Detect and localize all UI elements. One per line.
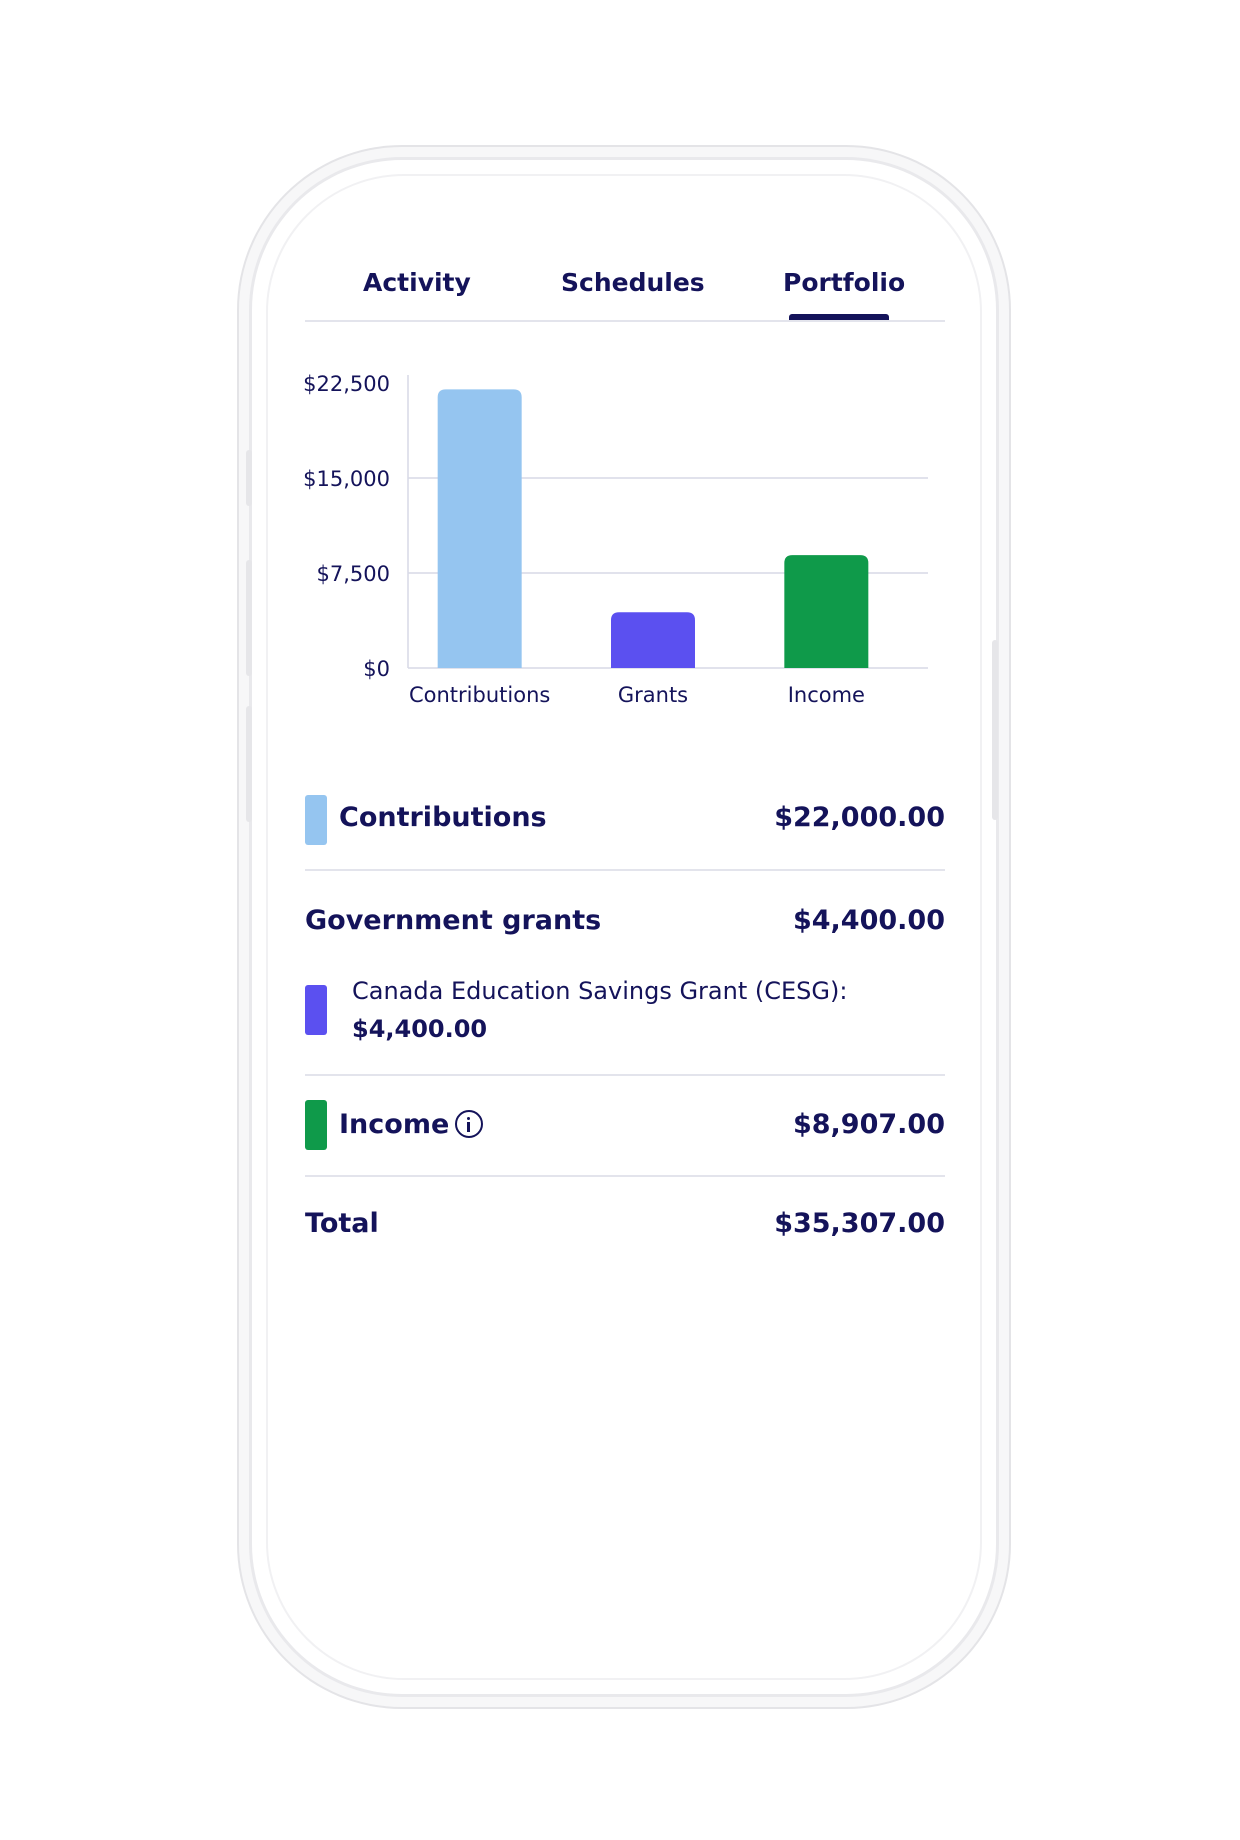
cesg-legend-swatch bbox=[305, 985, 327, 1035]
contributions-row: Contributions $22,000.00 bbox=[305, 790, 945, 850]
chart-y-tick-label: $22,500 bbox=[303, 372, 390, 396]
chart-y-tick-label: $7,500 bbox=[317, 562, 390, 586]
tab-schedules[interactable]: Schedules bbox=[561, 268, 705, 297]
government-grants-amount: $4,400.00 bbox=[792, 905, 945, 936]
contributions-label: Contributions bbox=[339, 802, 547, 833]
divider bbox=[305, 1074, 945, 1076]
chart-bar-grants bbox=[611, 612, 695, 668]
contributions-legend-swatch bbox=[305, 795, 327, 845]
portfolio-bar-chart: $0 $7,500 $15,000 $22,500 Contributions Grant… bbox=[303, 372, 928, 707]
chart-y-tick-label: $0 bbox=[363, 657, 390, 681]
income-row: Income $8,907.00 bbox=[305, 1096, 945, 1156]
cesg-value: $4,400.00 bbox=[352, 1015, 488, 1043]
contributions-amount: $22,000.00 bbox=[774, 802, 945, 833]
chart-bar-contributions bbox=[437, 389, 522, 668]
chart-y-tick-label: $15,000 bbox=[303, 467, 390, 491]
phone-bezel bbox=[266, 174, 982, 1680]
cesg-label: Canada Education Savings Grant (CESG): bbox=[352, 977, 848, 1005]
tab-bar: Activity Schedules Portfolio bbox=[305, 248, 945, 322]
total-amount: $35,307.00 bbox=[774, 1208, 945, 1239]
phone-side-button bbox=[246, 560, 252, 676]
government-grants-row: Government grants $4,400.00 Canada Educa… bbox=[305, 895, 945, 1055]
divider bbox=[305, 1175, 945, 1177]
income-legend-swatch bbox=[305, 1100, 327, 1150]
phone-power-button bbox=[992, 640, 998, 820]
phone-side-button bbox=[246, 706, 252, 822]
chart-x-tick-label: Contributions bbox=[409, 683, 550, 707]
divider bbox=[305, 869, 945, 871]
tab-portfolio[interactable]: Portfolio bbox=[783, 268, 906, 297]
tab-activity[interactable]: Activity bbox=[363, 268, 471, 297]
total-label: Total bbox=[305, 1208, 379, 1239]
government-grants-label: Government grants bbox=[305, 905, 602, 936]
info-icon[interactable] bbox=[455, 1110, 483, 1138]
chart-bar-income bbox=[784, 555, 869, 668]
income-amount: $8,907.00 bbox=[792, 1109, 945, 1140]
phone-side-button bbox=[246, 450, 252, 506]
chart-x-tick-label: Grants bbox=[618, 683, 688, 707]
total-row: Total $35,307.00 bbox=[305, 1198, 945, 1248]
chart-x-tick-label: Income bbox=[788, 683, 865, 707]
active-tab-indicator bbox=[789, 314, 889, 320]
phone-frame bbox=[252, 160, 996, 1694]
income-label: Income bbox=[339, 1109, 450, 1140]
